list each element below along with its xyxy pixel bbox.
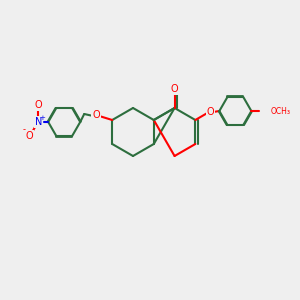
- Text: N: N: [34, 117, 42, 127]
- Text: O: O: [26, 131, 33, 141]
- Text: O: O: [34, 100, 42, 110]
- Text: O: O: [171, 84, 178, 94]
- Text: O: O: [206, 107, 214, 117]
- Text: -: -: [23, 125, 26, 134]
- Text: OCH₃: OCH₃: [270, 106, 290, 116]
- Text: +: +: [39, 115, 45, 121]
- Text: O: O: [92, 110, 100, 120]
